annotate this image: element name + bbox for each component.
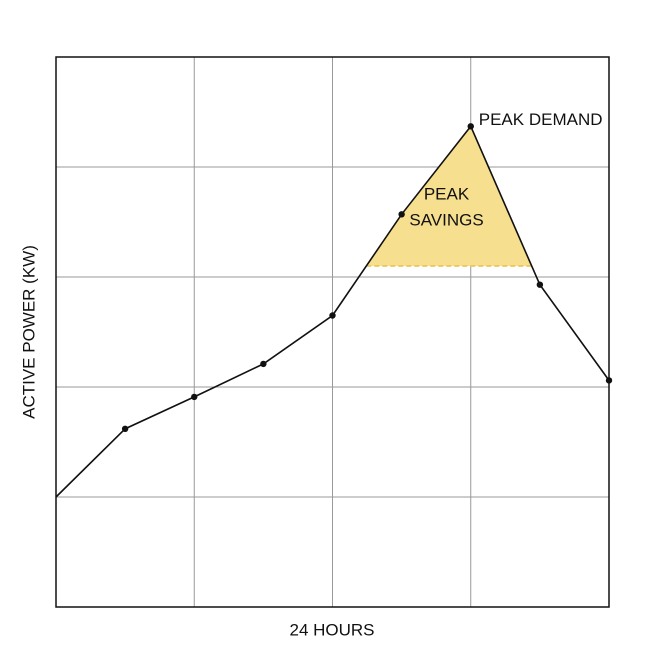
point	[329, 312, 336, 319]
x-axis-label: 24 HOURS	[289, 620, 374, 639]
peak-savings-label: PEAK	[424, 185, 470, 204]
point	[467, 123, 474, 130]
point	[398, 211, 405, 218]
plot-frame	[55, 56, 610, 608]
y-axis-label: ACTIVE POWER (KW)	[19, 245, 38, 419]
point	[536, 281, 544, 288]
savings-area	[366, 126, 532, 266]
peak-demand-label: PEAK DEMAND	[479, 110, 603, 129]
point	[191, 393, 198, 401]
peak-savings-label: SAVINGS	[409, 211, 483, 230]
point	[121, 425, 129, 432]
point	[605, 377, 613, 384]
point	[260, 360, 267, 368]
plot-layer	[55, 56, 610, 608]
